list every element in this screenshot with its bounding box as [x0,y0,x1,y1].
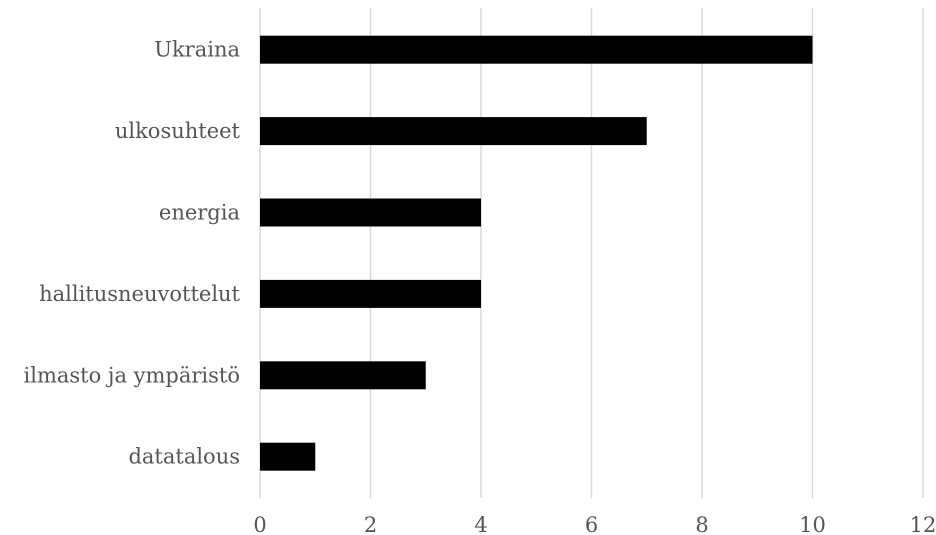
category-label: ulkosuhteet [115,119,241,143]
x-tick-label: 4 [474,513,487,535]
bar-0 [260,35,813,64]
x-tick-label: 2 [364,513,377,535]
bar-2 [260,198,481,227]
x-axis-tick-labels: 0 2 4 6 8 10 12 [253,513,936,535]
x-tick-label: 6 [585,513,598,535]
bar-3 [260,279,481,308]
category-label: ilmasto ja ympäristö [24,363,240,387]
x-tick-label: 12 [910,513,936,535]
category-label: hallitusneuvottelut [39,282,240,306]
gridlines [259,8,924,498]
category-label: Ukraina [154,38,240,62]
x-tick-label: 10 [799,513,826,535]
bar-1 [260,117,647,146]
category-labels: Ukraina ulkosuhteet energia hallitusneuvott… [24,38,241,469]
category-label: energia [159,201,240,225]
x-tick-label: 0 [253,513,266,535]
bars [260,35,813,471]
bar-4 [260,361,426,390]
category-label: datatalous [128,445,240,469]
bar-5 [260,442,316,471]
x-tick-label: 8 [695,513,708,535]
